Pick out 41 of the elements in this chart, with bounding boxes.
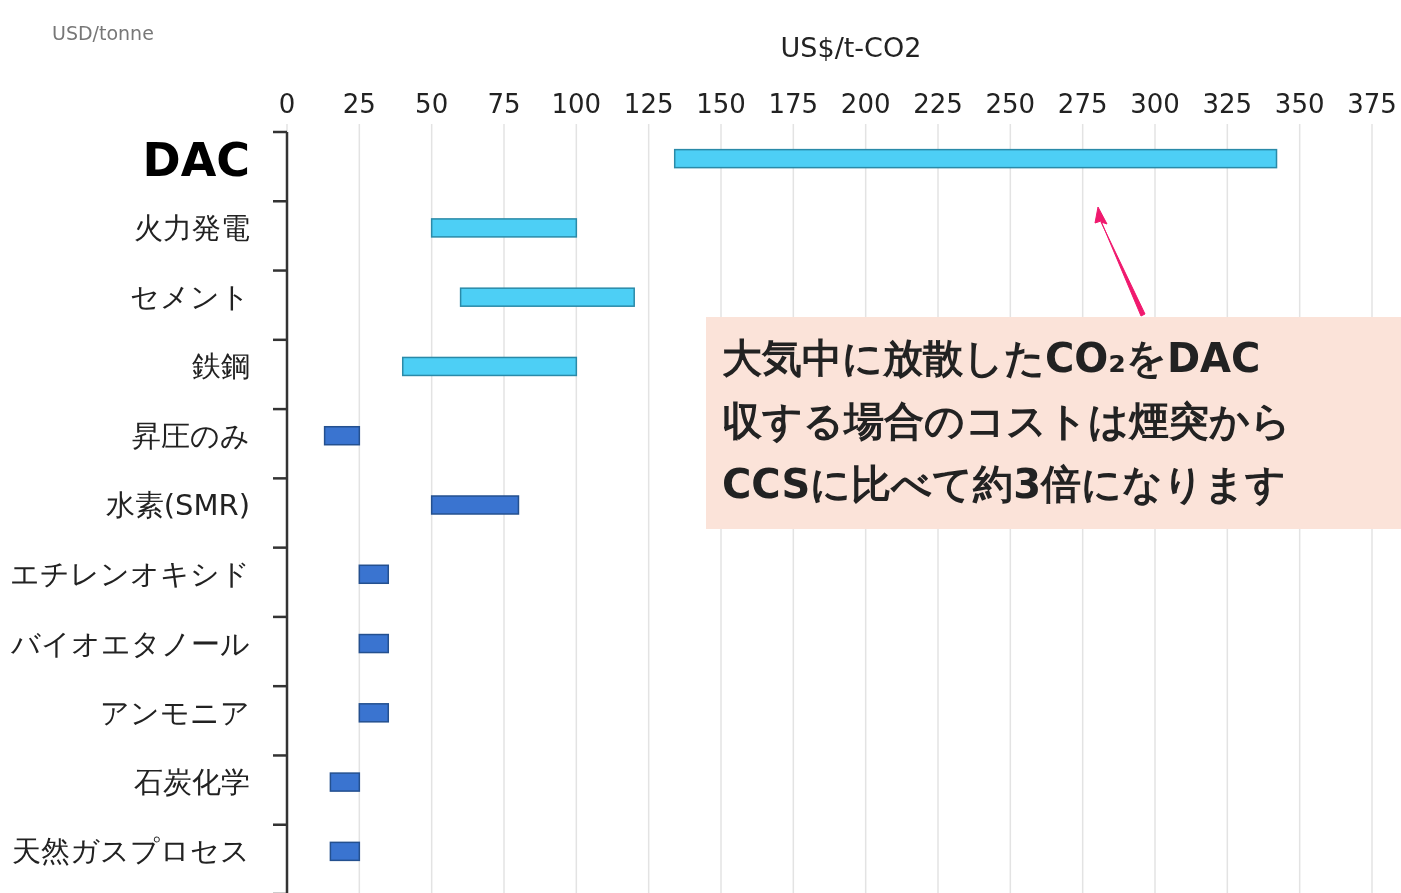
bar (358, 703, 390, 723)
y-tick-label: 昇圧のみ (132, 418, 250, 453)
x-tick-label: 50 (415, 89, 449, 119)
y-tick-label: 天然ガスプロセス (12, 834, 250, 869)
bar (430, 218, 578, 238)
x-tick-label: 200 (840, 89, 891, 119)
x-tick-label: 225 (913, 89, 963, 119)
y-tick-label: エチレンオキシド (10, 557, 250, 592)
annotation: 大気中に放散したCO₂をDAC 収する場合のコストは煙突から CCSに比べて約3倍になります (722, 335, 1291, 507)
y-tick-label: バイオエタノール (10, 626, 250, 661)
bar (358, 633, 390, 654)
x-tick-label: 375 (1347, 89, 1397, 119)
bar (329, 772, 361, 792)
y-tick-label: 水素(SMR) (105, 488, 250, 522)
bar (430, 495, 520, 515)
x-tick-label: 25 (342, 89, 376, 119)
x-tick-label: 75 (487, 89, 521, 119)
bar (323, 425, 361, 446)
bar (673, 148, 1278, 169)
x-tick-label: 175 (768, 89, 819, 119)
x-tick-label: 250 (985, 89, 1036, 119)
x-tick-label: 0 (278, 89, 296, 119)
y-tick-label: セメント (130, 280, 250, 315)
text: USD/tonne (52, 22, 154, 44)
y-tick-label: 石炭化学 (134, 765, 250, 800)
bar (358, 564, 390, 585)
y-tick-label: アンモニア (100, 695, 250, 730)
x-tick-label: 125 (623, 89, 674, 119)
x-tick-label: 150 (696, 89, 746, 119)
x-tick-label: 300 (1130, 89, 1180, 119)
x-tick-label: 325 (1202, 89, 1253, 119)
bar (329, 841, 361, 862)
x-tick-label: 275 (1057, 89, 1108, 119)
x-tick-label: 350 (1274, 89, 1325, 119)
y-tick-label: 鉄鋼 (192, 349, 250, 384)
x-axis-title: US$/t-CO2 (780, 32, 922, 63)
bar (459, 287, 635, 307)
bar (401, 356, 578, 377)
y-tick-label: 火力発電 (134, 210, 250, 245)
x-tick-label: 100 (551, 89, 602, 119)
y-tick-label: DAC (142, 132, 250, 187)
